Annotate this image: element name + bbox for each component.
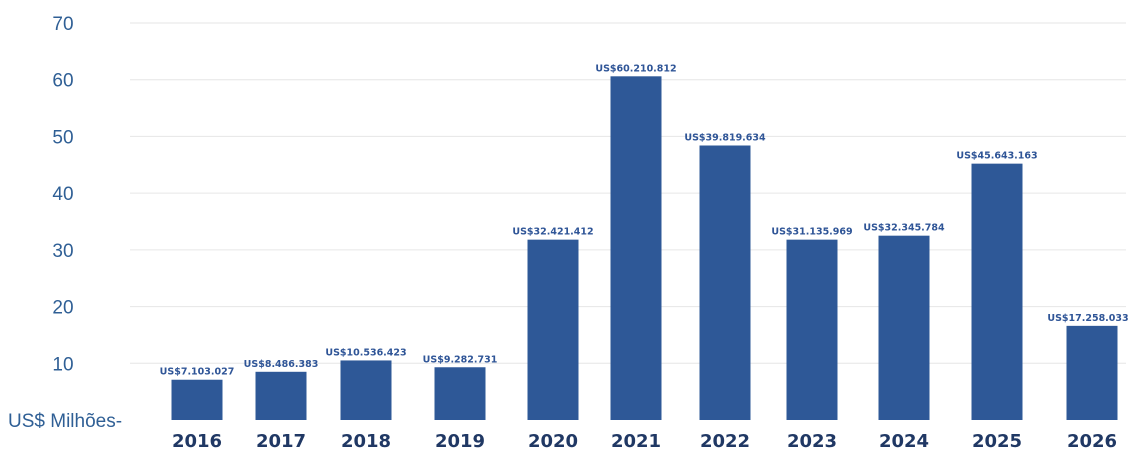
y-tick-label: 40 (52, 184, 73, 205)
data-label-2017: US$8.486.383 (244, 359, 319, 370)
data-label-2019: US$9.282.731 (423, 354, 498, 365)
y-tick-label: 10 (52, 354, 73, 375)
x-category-label: 2021 (611, 431, 661, 450)
data-labels: US$7.103.027 US$8.486.383 US$10.536.423 US$… (160, 63, 1128, 377)
bar-2023 (786, 239, 838, 420)
x-category-label: 2016 (172, 431, 222, 450)
x-category-label: 2018 (341, 431, 391, 450)
bar-2018 (340, 360, 392, 420)
y-tick-label: 60 (52, 71, 73, 92)
x-category-label: 2020 (528, 431, 578, 450)
x-category-label: 2025 (972, 431, 1022, 450)
bar-2019 (434, 367, 486, 420)
bars (171, 76, 1118, 420)
data-label-2022: US$39.819.634 (684, 133, 766, 144)
y-axis-unit-label: US$ Milhões- (8, 411, 122, 432)
x-category-label: 2017 (256, 431, 306, 450)
x-category-label: 2022 (700, 431, 750, 450)
data-label-2021: US$60.210.812 (595, 63, 676, 74)
y-axis-tick-labels: 10 20 30 40 50 60 70 (52, 14, 73, 375)
data-label-2018: US$10.536.423 (325, 347, 406, 358)
bar-2025 (971, 163, 1023, 420)
bar-2021 (610, 76, 662, 420)
data-label-2025: US$45.643.163 (956, 151, 1037, 162)
x-category-label: 2023 (787, 431, 837, 450)
x-axis-category-labels: 2016 2017 2018 2019 2020 2021 2022 2023 2024 2025… (172, 431, 1117, 450)
bar-2016 (171, 379, 223, 420)
y-tick-label: 30 (52, 241, 73, 262)
bar-2020 (527, 239, 579, 420)
x-category-label: 2026 (1067, 431, 1117, 450)
data-label-2020: US$32.421.412 (512, 227, 593, 238)
x-category-label: 2024 (879, 431, 929, 450)
bar-2022 (699, 145, 751, 420)
bar-2017 (255, 371, 307, 420)
y-tick-label: 70 (52, 14, 73, 35)
bar-2024 (878, 235, 930, 420)
data-label-2024: US$32.345.784 (863, 223, 945, 234)
data-label-2023: US$31.135.969 (771, 227, 852, 238)
data-label-2026: US$17.258.033 (1047, 313, 1128, 324)
y-tick-label: 20 (52, 298, 73, 319)
bar-2026 (1066, 325, 1118, 420)
y-tick-label: 50 (52, 127, 73, 148)
x-category-label: 2019 (435, 431, 485, 450)
data-label-2016: US$7.103.027 (160, 367, 235, 378)
